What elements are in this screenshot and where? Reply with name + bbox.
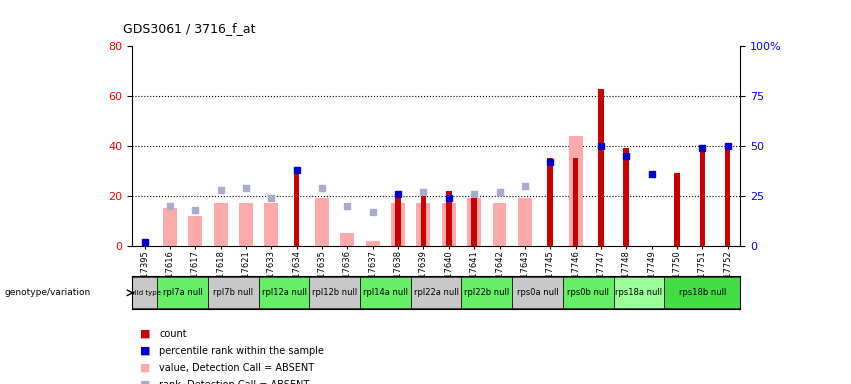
Bar xyxy=(598,88,603,246)
Bar xyxy=(512,277,563,308)
Text: rpl14a null: rpl14a null xyxy=(363,288,408,297)
Text: percentile rank within the sample: percentile rank within the sample xyxy=(159,346,324,356)
Bar xyxy=(471,198,477,246)
Bar xyxy=(163,208,177,246)
Bar xyxy=(420,196,426,246)
Text: rps18a null: rps18a null xyxy=(615,288,663,297)
Text: rps0b null: rps0b null xyxy=(568,288,609,297)
Bar xyxy=(239,204,253,246)
Text: rps0a null: rps0a null xyxy=(517,288,558,297)
Text: ■: ■ xyxy=(140,346,151,356)
Bar xyxy=(214,204,227,246)
Bar xyxy=(446,191,452,246)
Bar xyxy=(614,277,665,308)
Bar xyxy=(725,146,730,246)
Bar xyxy=(467,198,481,246)
Bar xyxy=(310,277,360,308)
Text: genotype/variation: genotype/variation xyxy=(4,288,90,297)
Text: rank, Detection Call = ABSENT: rank, Detection Call = ABSENT xyxy=(159,380,310,384)
Bar xyxy=(624,148,629,246)
Text: count: count xyxy=(159,329,186,339)
Bar xyxy=(461,277,512,308)
Bar xyxy=(265,204,278,246)
Bar xyxy=(132,277,157,308)
Bar xyxy=(294,168,300,246)
Bar xyxy=(493,204,506,246)
Bar xyxy=(547,158,553,246)
Text: rpl12b null: rpl12b null xyxy=(312,288,357,297)
Bar xyxy=(360,277,411,308)
Text: rps18b null: rps18b null xyxy=(678,288,726,297)
Bar xyxy=(568,136,583,246)
Text: rpl7a null: rpl7a null xyxy=(163,288,203,297)
Text: rpl12a null: rpl12a null xyxy=(261,288,306,297)
Text: rpl22a null: rpl22a null xyxy=(414,288,459,297)
Bar xyxy=(573,158,579,246)
Text: rpl7b null: rpl7b null xyxy=(214,288,254,297)
Bar xyxy=(340,233,354,246)
Bar xyxy=(700,148,705,246)
Text: ■: ■ xyxy=(140,363,151,373)
Bar xyxy=(416,204,431,246)
Bar xyxy=(442,204,456,246)
Bar xyxy=(674,174,680,246)
Bar xyxy=(208,277,259,308)
Bar xyxy=(142,243,147,246)
Text: ■: ■ xyxy=(140,329,151,339)
Bar xyxy=(188,216,203,246)
Text: value, Detection Call = ABSENT: value, Detection Call = ABSENT xyxy=(159,363,314,373)
Text: wild type: wild type xyxy=(129,290,161,296)
Text: rpl22b null: rpl22b null xyxy=(464,288,510,297)
Bar xyxy=(518,198,532,246)
Text: GDS3061 / 3716_f_at: GDS3061 / 3716_f_at xyxy=(123,22,256,35)
Bar xyxy=(259,277,310,308)
Bar xyxy=(157,277,208,308)
Bar xyxy=(563,277,614,308)
Text: ■: ■ xyxy=(140,380,151,384)
Bar xyxy=(366,241,380,246)
Bar xyxy=(315,198,329,246)
Bar xyxy=(665,277,740,308)
Bar xyxy=(411,277,461,308)
Bar xyxy=(391,204,405,246)
Bar xyxy=(396,191,401,246)
